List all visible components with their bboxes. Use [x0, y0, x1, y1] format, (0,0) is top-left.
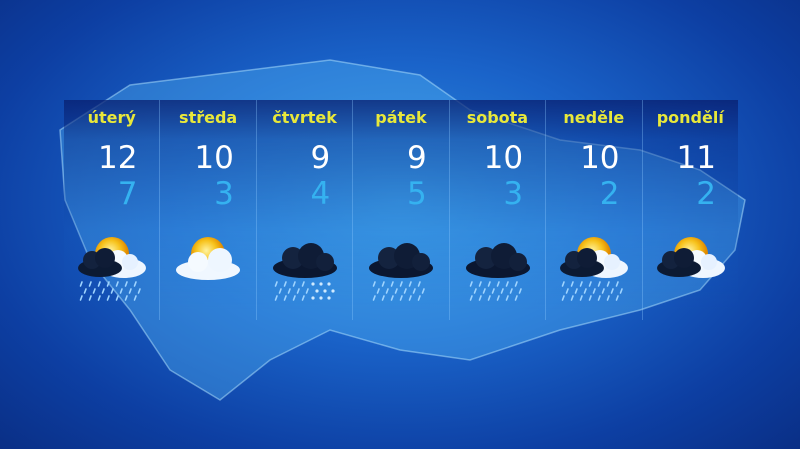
day-name: neděle	[563, 108, 625, 127]
day-name: pátek	[375, 108, 427, 127]
dark-cloud-rain-icon	[458, 228, 538, 303]
low-temperature: 3	[214, 176, 234, 212]
high-temperature: 10	[194, 140, 234, 176]
sun-dark-cloud-rain-icon	[72, 228, 152, 303]
day-column-1: středa 10 3	[159, 100, 256, 320]
sun-cloud-icon	[168, 228, 248, 303]
high-temperature: 12	[97, 140, 138, 176]
day-column-0: úterý 12 7	[64, 100, 160, 320]
high-temperature: 11	[676, 140, 716, 176]
low-temperature: 7	[117, 176, 138, 212]
dark-cloud-rain-icon	[361, 228, 441, 303]
high-temperature: 10	[580, 140, 620, 176]
day-name: pondělí	[656, 108, 724, 127]
day-name: středa	[179, 108, 238, 127]
day-column-4: sobota 10 3	[448, 100, 546, 320]
low-temperature: 2	[599, 176, 620, 212]
day-name: čtvrtek	[272, 108, 337, 127]
day-column-2: čtvrtek 9 4	[255, 100, 353, 320]
high-temperature: 10	[483, 140, 524, 176]
forecast-panel: úterý 12 7 středa 10 3 čtvrtek 9 4 pátek…	[64, 100, 738, 320]
high-temperature: 9	[310, 140, 331, 176]
sun-dark-cloud-icon	[651, 228, 731, 303]
low-temperature: 4	[310, 176, 331, 212]
high-temperature: 9	[406, 140, 427, 176]
low-temperature: 2	[696, 176, 716, 212]
day-name: sobota	[466, 108, 529, 127]
low-temperature: 5	[406, 176, 427, 212]
day-column-3: pátek 9 5	[352, 100, 449, 320]
day-name: úterý	[87, 108, 136, 127]
day-column-5: neděle 10 2	[545, 100, 642, 320]
day-column-6: pondělí 11 2	[641, 100, 738, 320]
sun-dark-cloud-rain-icon	[554, 228, 634, 303]
low-temperature: 3	[503, 176, 524, 212]
dark-cloud-rain-snow-icon	[265, 228, 345, 303]
